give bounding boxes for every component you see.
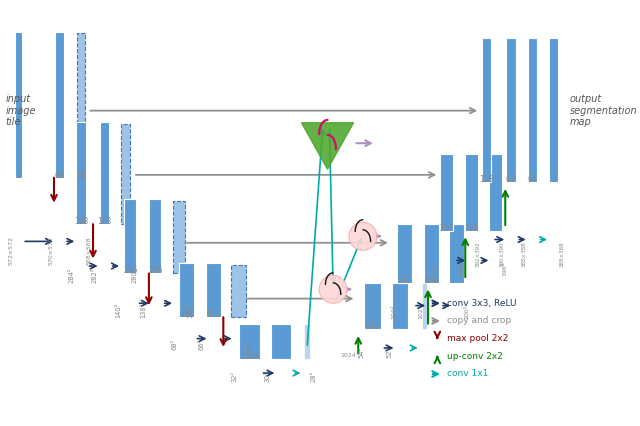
- Text: 1024: 1024: [340, 353, 356, 358]
- Text: 388×388: 388×388: [559, 242, 564, 267]
- Text: 512: 512: [397, 276, 412, 285]
- Text: 54²: 54²: [358, 347, 364, 358]
- Text: 280²: 280²: [132, 268, 138, 283]
- FancyBboxPatch shape: [449, 224, 465, 283]
- Text: 68²: 68²: [171, 339, 177, 350]
- Text: 200²: 200²: [434, 262, 439, 276]
- Text: 140²: 140²: [115, 303, 121, 318]
- Text: 64: 64: [527, 175, 537, 184]
- Text: 104²: 104²: [391, 305, 396, 319]
- Text: 512: 512: [206, 310, 220, 319]
- Text: 32²: 32²: [232, 371, 237, 382]
- Text: 572×572: 572×572: [9, 236, 13, 265]
- Text: max pool 2x2: max pool 2x2: [447, 334, 508, 343]
- FancyBboxPatch shape: [231, 265, 246, 317]
- Circle shape: [319, 275, 347, 303]
- Text: 390×390: 390×390: [500, 242, 505, 267]
- FancyBboxPatch shape: [76, 122, 86, 224]
- Text: 102²: 102²: [418, 305, 423, 319]
- Text: conv 1x1: conv 1x1: [447, 369, 488, 378]
- FancyBboxPatch shape: [239, 324, 260, 359]
- FancyBboxPatch shape: [271, 324, 291, 359]
- Text: 64: 64: [54, 170, 65, 179]
- FancyBboxPatch shape: [506, 38, 515, 182]
- FancyBboxPatch shape: [124, 199, 136, 273]
- Text: 64²: 64²: [246, 339, 252, 350]
- FancyBboxPatch shape: [422, 283, 427, 329]
- FancyBboxPatch shape: [205, 263, 221, 317]
- FancyBboxPatch shape: [173, 201, 185, 273]
- FancyBboxPatch shape: [364, 283, 381, 329]
- FancyBboxPatch shape: [465, 154, 478, 231]
- Text: 256: 256: [424, 276, 439, 285]
- Text: 1: 1: [16, 170, 21, 179]
- Text: 196²: 196²: [503, 262, 508, 276]
- FancyBboxPatch shape: [149, 199, 161, 273]
- FancyBboxPatch shape: [392, 283, 408, 329]
- Text: 282²: 282²: [92, 268, 98, 283]
- Text: up-conv 2x2: up-conv 2x2: [447, 352, 502, 361]
- Text: 28²: 28²: [310, 371, 317, 383]
- FancyBboxPatch shape: [424, 224, 439, 283]
- FancyBboxPatch shape: [549, 38, 558, 182]
- Text: 388×388: 388×388: [522, 242, 526, 267]
- Text: 128: 128: [479, 175, 494, 184]
- Text: 136²: 136²: [187, 303, 193, 318]
- Text: 64: 64: [506, 175, 516, 184]
- Text: output
segmentation
map: output segmentation map: [570, 94, 637, 127]
- Text: 2: 2: [551, 175, 556, 184]
- FancyBboxPatch shape: [482, 38, 492, 182]
- Circle shape: [349, 222, 377, 250]
- FancyBboxPatch shape: [304, 324, 310, 359]
- FancyBboxPatch shape: [179, 263, 193, 317]
- Text: copy and crop: copy and crop: [447, 317, 511, 325]
- FancyBboxPatch shape: [527, 38, 537, 182]
- Text: 568×568: 568×568: [87, 236, 92, 265]
- Text: 138²: 138²: [140, 303, 147, 318]
- FancyBboxPatch shape: [100, 122, 109, 224]
- Text: 64: 64: [76, 170, 86, 179]
- Text: 392×392: 392×392: [476, 242, 481, 267]
- Text: 66²: 66²: [199, 339, 205, 350]
- Polygon shape: [301, 123, 353, 169]
- Text: 198²: 198²: [459, 262, 464, 276]
- Text: 100²: 100²: [465, 305, 470, 319]
- FancyBboxPatch shape: [121, 124, 131, 224]
- Text: 570×570: 570×570: [49, 236, 54, 265]
- Text: 512: 512: [365, 322, 380, 331]
- FancyBboxPatch shape: [77, 33, 85, 178]
- Text: 30²: 30²: [264, 371, 270, 382]
- Text: 52²: 52²: [386, 347, 392, 358]
- Text: 284²: 284²: [68, 268, 75, 283]
- FancyBboxPatch shape: [440, 154, 453, 231]
- Text: 128: 128: [97, 217, 111, 226]
- FancyBboxPatch shape: [56, 32, 64, 178]
- Text: 1024: 1024: [240, 352, 259, 361]
- Text: 256: 256: [148, 266, 163, 275]
- Text: 128: 128: [465, 224, 479, 233]
- Text: 512: 512: [179, 310, 193, 319]
- FancyBboxPatch shape: [397, 224, 412, 283]
- Text: input
image
tile: input image tile: [6, 94, 36, 127]
- Text: conv 3x3, ReLU: conv 3x3, ReLU: [447, 299, 516, 308]
- FancyBboxPatch shape: [15, 32, 22, 178]
- Text: 128: 128: [74, 217, 88, 226]
- Text: 256: 256: [123, 266, 138, 275]
- FancyBboxPatch shape: [488, 154, 502, 231]
- Text: 256: 256: [440, 224, 454, 233]
